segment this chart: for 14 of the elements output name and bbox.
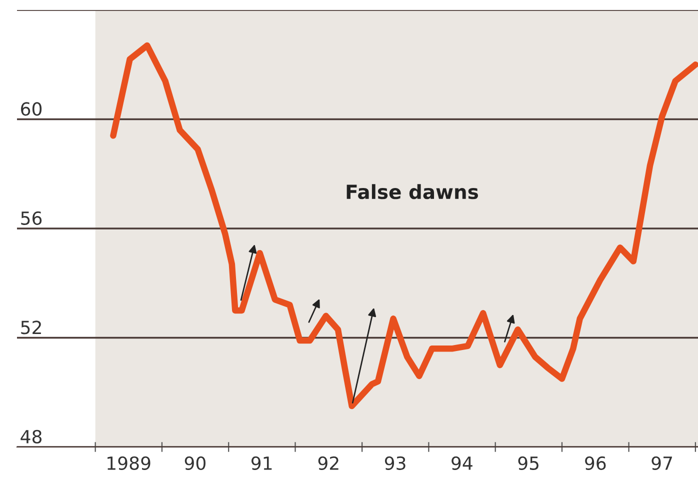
x-tick-label: 90 [184,456,206,470]
x-tick-label: 91 [251,456,272,470]
x-tick-label: 95 [518,456,538,470]
y-tick-label: 60 [21,102,42,116]
x-tick-label: 96 [585,456,606,470]
x-tick-label: 92 [318,456,338,470]
x-tick-label: 97 [652,456,672,470]
y-tick-label: 56 [21,211,42,225]
x-tick-label: 1989 [108,456,150,470]
y-tick-label: 52 [21,320,41,334]
x-tick-label: 94 [452,456,472,470]
y-tick-label: 48 [20,430,42,444]
annotation: False dawns [346,184,478,200]
x-tick-label: 93 [384,456,406,470]
